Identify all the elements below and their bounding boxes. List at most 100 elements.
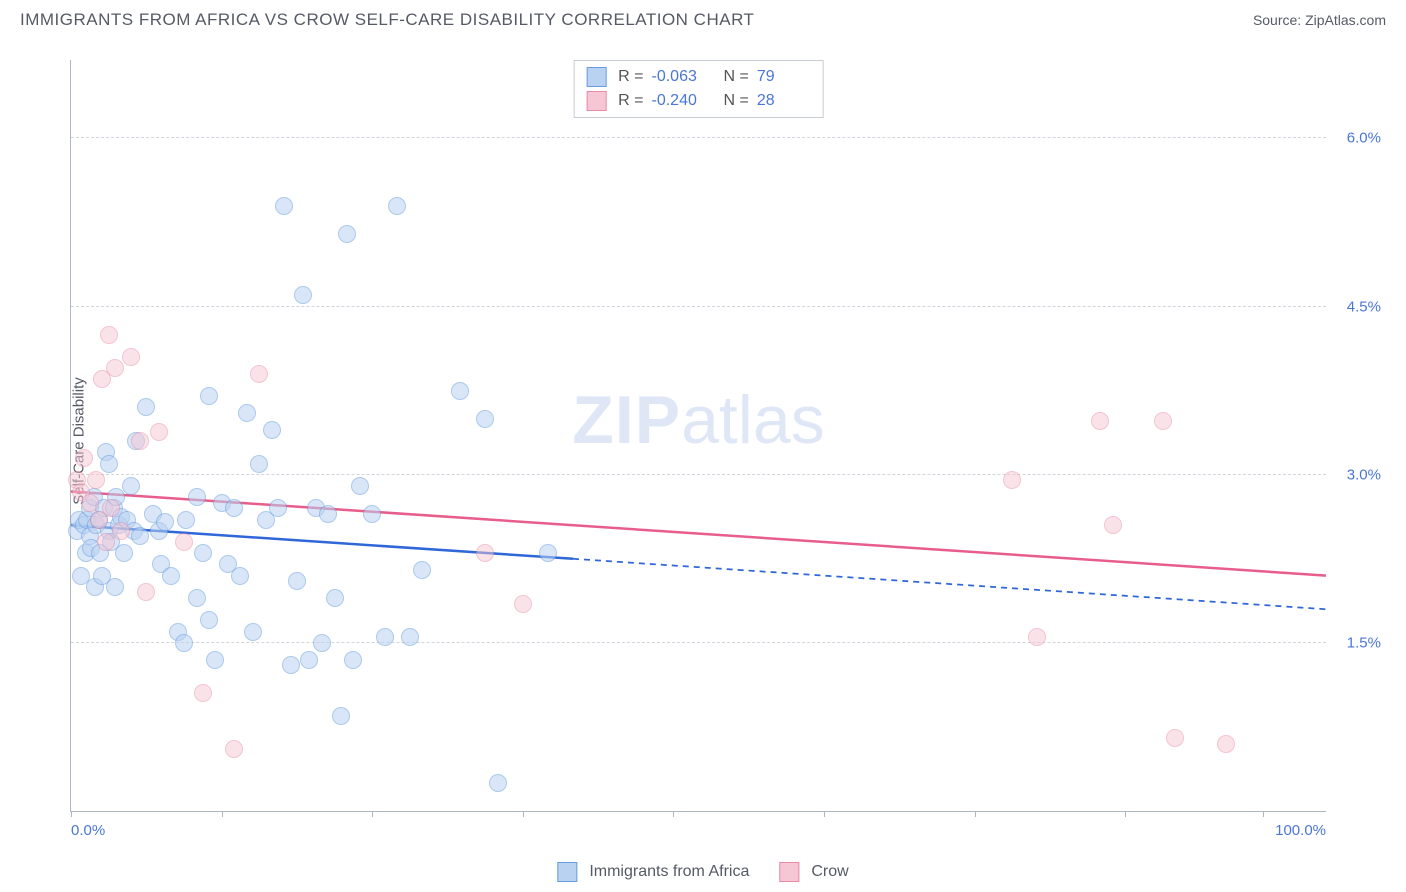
- crow-point: [112, 522, 130, 540]
- r-label: R =: [618, 68, 643, 86]
- africa-point: [269, 499, 287, 517]
- africa-point: [137, 398, 155, 416]
- africa-point: [300, 651, 318, 669]
- africa-point: [162, 567, 180, 585]
- crow-point: [250, 365, 268, 383]
- crow-point: [131, 432, 149, 450]
- africa-point: [188, 488, 206, 506]
- africa-swatch-icon: [586, 67, 606, 87]
- africa-point: [238, 404, 256, 422]
- africa-trendline-dashed: [573, 559, 1326, 609]
- legend-item-crow: Crow: [779, 862, 848, 882]
- trendlines-layer: [71, 60, 1326, 811]
- africa-point: [401, 628, 419, 646]
- crow-point: [1217, 735, 1235, 753]
- crow-point: [100, 326, 118, 344]
- x-tick: [523, 811, 524, 817]
- correlation-stats-legend: R = -0.063 N = 79 R = -0.240 N = 28: [573, 60, 824, 118]
- gridline: [71, 306, 1326, 307]
- chart-title: IMMIGRANTS FROM AFRICA VS CROW SELF-CARE…: [20, 10, 754, 30]
- crow-point: [75, 449, 93, 467]
- x-tick: [372, 811, 373, 817]
- africa-point: [294, 286, 312, 304]
- crow-point: [87, 471, 105, 489]
- n-value: 28: [757, 92, 811, 110]
- africa-point: [194, 544, 212, 562]
- crow-point: [1154, 412, 1172, 430]
- source-link[interactable]: ZipAtlas.com: [1305, 12, 1386, 28]
- n-value: 79: [757, 68, 811, 86]
- gridline: [71, 137, 1326, 138]
- africa-point: [263, 421, 281, 439]
- africa-point: [122, 477, 140, 495]
- r-label: R =: [618, 92, 643, 110]
- africa-point: [451, 382, 469, 400]
- x-tick: [673, 811, 674, 817]
- x-tick: [1263, 811, 1264, 817]
- x-tick: [71, 811, 72, 817]
- africa-point: [100, 455, 118, 473]
- n-label: N =: [724, 92, 749, 110]
- crow-point: [137, 583, 155, 601]
- africa-point: [344, 651, 362, 669]
- y-tick-label: 1.5%: [1347, 634, 1381, 651]
- crow-point: [194, 684, 212, 702]
- africa-point: [539, 544, 557, 562]
- stats-row-crow: R = -0.240 N = 28: [586, 89, 811, 113]
- africa-point: [288, 572, 306, 590]
- r-value: -0.240: [652, 92, 706, 110]
- africa-point: [319, 505, 337, 523]
- crow-point: [150, 423, 168, 441]
- crow-point: [225, 740, 243, 758]
- africa-point: [413, 561, 431, 579]
- legend-label: Crow: [811, 863, 848, 881]
- source-attribution: Source: ZipAtlas.com: [1253, 12, 1386, 28]
- crow-swatch-icon: [586, 91, 606, 111]
- crow-point: [97, 533, 115, 551]
- x-tick: [975, 811, 976, 817]
- africa-point: [244, 623, 262, 641]
- africa-point: [200, 387, 218, 405]
- africa-point: [231, 567, 249, 585]
- africa-point: [206, 651, 224, 669]
- x-tick: [1125, 811, 1126, 817]
- crow-point: [476, 544, 494, 562]
- africa-point: [282, 656, 300, 674]
- crow-point: [102, 499, 120, 517]
- africa-point: [388, 197, 406, 215]
- africa-swatch-icon: [557, 862, 577, 882]
- africa-point: [115, 544, 133, 562]
- africa-point: [225, 499, 243, 517]
- africa-point: [338, 225, 356, 243]
- crow-point: [514, 595, 532, 613]
- africa-point: [376, 628, 394, 646]
- x-tick: [222, 811, 223, 817]
- africa-point: [250, 455, 268, 473]
- africa-point: [489, 774, 507, 792]
- chart-container: Self-Care Disability ZIPatlas R =-0.063N…: [20, 40, 1386, 842]
- crow-point: [1166, 729, 1184, 747]
- x-axis-min-label: 0.0%: [71, 822, 105, 839]
- africa-point: [177, 511, 195, 529]
- africa-point: [200, 611, 218, 629]
- crow-point: [1091, 412, 1109, 430]
- africa-point: [363, 505, 381, 523]
- x-tick: [824, 811, 825, 817]
- crow-point: [1104, 516, 1122, 534]
- africa-point: [156, 513, 174, 531]
- africa-point: [313, 634, 331, 652]
- crow-point: [81, 494, 99, 512]
- africa-point: [175, 634, 193, 652]
- legend-label: Immigrants from Africa: [589, 863, 749, 881]
- legend-item-africa: Immigrants from Africa: [557, 862, 749, 882]
- africa-point: [332, 707, 350, 725]
- source-prefix: Source:: [1253, 12, 1305, 28]
- africa-point: [106, 578, 124, 596]
- crow-point: [1003, 471, 1021, 489]
- africa-point: [188, 589, 206, 607]
- crow-point: [106, 359, 124, 377]
- crow-point: [122, 348, 140, 366]
- r-value: -0.063: [652, 68, 706, 86]
- stats-row-africa: R =-0.063N =79: [586, 65, 811, 89]
- africa-point: [275, 197, 293, 215]
